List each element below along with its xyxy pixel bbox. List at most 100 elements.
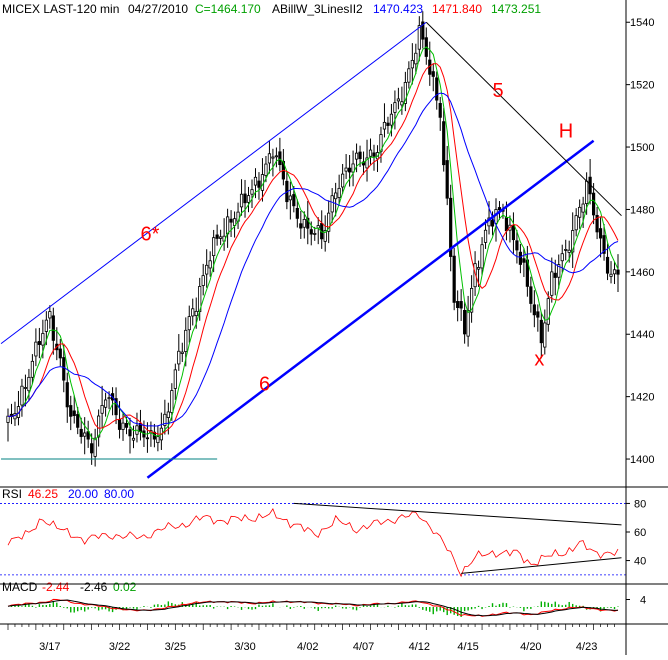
candle-body — [128, 429, 132, 437]
candle-body — [250, 189, 254, 195]
price-panel: 1400 1420 1440 1460 1480 1500 1520 1540 6* 6 5 Hx — [0, 11, 654, 479]
candle-body — [456, 301, 460, 308]
candle-body — [121, 422, 125, 430]
candle-body — [20, 385, 24, 406]
candle-body — [170, 390, 174, 413]
candle-body — [386, 122, 390, 126]
rsi-trendline — [293, 502, 622, 526]
candle-body — [560, 253, 564, 262]
candle-body — [354, 152, 359, 160]
candle-body — [48, 311, 52, 319]
candle-body — [44, 319, 48, 332]
candle-body — [546, 298, 550, 325]
candle-body — [194, 310, 198, 317]
candle-body — [330, 195, 334, 213]
candle-body — [208, 260, 212, 269]
candle-body — [225, 216, 230, 235]
candle-body — [166, 411, 170, 418]
candle-body — [567, 249, 571, 253]
candle-body — [69, 405, 73, 417]
candle-body — [205, 264, 209, 275]
price-tick-label: 1420 — [630, 392, 654, 404]
rsi-tick-label: 40 — [634, 556, 646, 568]
macd-value: -2.44 — [42, 580, 70, 594]
candle-body — [90, 443, 94, 454]
candle-body — [490, 219, 495, 227]
price-tick-label: 1480 — [630, 204, 654, 216]
price-tick-label: 1400 — [630, 454, 654, 466]
candle-body — [83, 432, 87, 437]
candle-body — [469, 287, 474, 313]
x-tick-label: 4/07 — [353, 641, 374, 653]
candle-body — [368, 149, 373, 157]
candle-body — [264, 163, 268, 176]
candle-body — [564, 249, 568, 251]
candle-body — [177, 350, 181, 365]
candle-body — [79, 428, 83, 437]
x-axis: 3/17 3/22 3/25 3/30 4/02 4/07 4/12 4/15 4/20 4/23 — [7, 624, 615, 653]
x-tick-label: 3/30 — [234, 641, 255, 653]
candle-body — [271, 156, 275, 159]
trendline-black — [425, 21, 622, 217]
header-value-red: 1471.840 — [432, 2, 482, 16]
candle-body — [180, 351, 184, 354]
ma-line-green — [7, 46, 619, 441]
candle-body — [41, 333, 45, 346]
header-indicator: ABillW_3LinesII2 — [272, 2, 363, 16]
macd-hist-value: 0.02 — [113, 580, 137, 594]
candle-body — [532, 304, 536, 316]
candle-body — [37, 341, 41, 345]
candle-body — [215, 234, 219, 239]
candle-body — [410, 59, 414, 69]
candle-body — [543, 322, 547, 348]
header-value-blue: 1470.423 — [373, 2, 423, 16]
candle-body — [396, 98, 401, 102]
candle-body — [616, 269, 620, 275]
candle-body — [6, 415, 10, 423]
candle-body — [539, 319, 543, 344]
candle-body — [414, 52, 418, 65]
rsi-line — [7, 508, 619, 578]
rsi-level-low: 20.00 — [68, 487, 98, 501]
candle-body — [417, 25, 421, 50]
candle-body — [358, 151, 362, 160]
candle-body — [306, 217, 310, 229]
x-tick-label: 4/15 — [457, 641, 478, 653]
candle-body — [463, 310, 467, 335]
x-tick-label: 4/20 — [520, 641, 541, 653]
candle-body — [163, 413, 167, 426]
candle-body — [253, 176, 258, 186]
candle-body — [365, 157, 369, 169]
price-tick-label: 1500 — [630, 142, 654, 154]
candle-body — [344, 167, 348, 172]
candle-body — [292, 194, 296, 207]
x-tick-label: 4/12 — [409, 641, 430, 653]
candle-body — [574, 215, 578, 231]
candle-body — [246, 195, 251, 203]
price-tick-label: 1540 — [630, 17, 654, 29]
candle-body — [30, 360, 35, 378]
candle-body — [536, 311, 540, 318]
candle-body — [421, 21, 425, 40]
rsi-tick-label: 80 — [634, 498, 646, 510]
candle-body — [341, 173, 345, 188]
candle-body — [65, 382, 69, 408]
candle-body — [497, 207, 502, 211]
price-tick-label: 1440 — [630, 329, 654, 341]
candle-body — [522, 258, 526, 263]
candle-body — [480, 244, 484, 269]
candle-body — [299, 223, 303, 229]
candle-body — [173, 369, 177, 389]
candle-body — [184, 329, 188, 352]
x-tick-label: 3/25 — [165, 641, 186, 653]
wave-label: x — [534, 348, 544, 370]
wave-label: 6* — [140, 224, 159, 246]
candle-body — [295, 207, 299, 219]
candle-body — [313, 233, 317, 235]
candle-body — [327, 212, 331, 232]
candle-body — [483, 229, 488, 243]
candle-body — [435, 77, 439, 101]
macd-tick-label: 4 — [640, 595, 646, 607]
header-symbol: MICEX LAST-120 min — [2, 2, 119, 16]
